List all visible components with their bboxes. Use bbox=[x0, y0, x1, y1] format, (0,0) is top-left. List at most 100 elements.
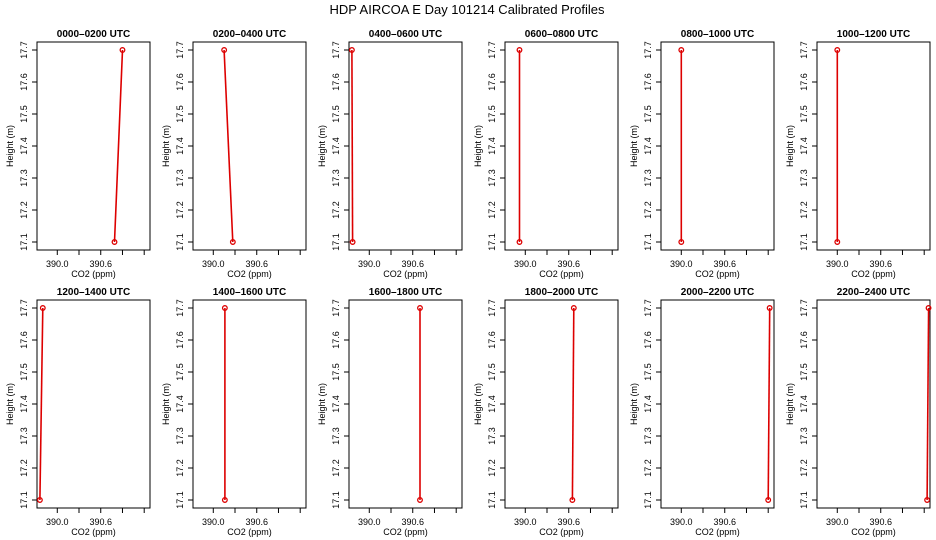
y-tick-label: 17.2 bbox=[799, 201, 809, 219]
y-tick-label: 17.6 bbox=[643, 73, 653, 91]
profile-line bbox=[223, 49, 234, 243]
panel-title: 2000–2200 UTC bbox=[681, 287, 754, 298]
y-tick-label: 17.4 bbox=[331, 395, 341, 413]
data-point bbox=[924, 497, 931, 503]
x-axis-label: CO2 (ppm) bbox=[695, 269, 740, 279]
y-axis-label: Height (m) bbox=[317, 383, 327, 425]
y-tick-label: 17.1 bbox=[331, 233, 341, 251]
y-tick-label: 17.7 bbox=[19, 299, 29, 317]
y-tick-label: 17.5 bbox=[175, 363, 185, 381]
x-axis-label: CO2 (ppm) bbox=[695, 527, 740, 537]
x-axis-label: CO2 (ppm) bbox=[851, 527, 896, 537]
data-point bbox=[834, 239, 841, 245]
y-tick-label: 17.7 bbox=[331, 299, 341, 317]
y-tick-label: 17.6 bbox=[331, 73, 341, 91]
y-tick-label: 17.5 bbox=[487, 105, 497, 123]
data-point bbox=[417, 305, 423, 311]
x-axis-label: CO2 (ppm) bbox=[227, 269, 272, 279]
profile-line bbox=[39, 307, 44, 501]
plot-frame bbox=[504, 299, 619, 509]
y-tick-label: 17.1 bbox=[19, 491, 29, 509]
y-tick-label: 17.7 bbox=[799, 41, 809, 59]
y-tick-label: 17.4 bbox=[19, 395, 29, 413]
y-tick-label: 17.4 bbox=[799, 395, 809, 413]
profile-line bbox=[351, 49, 354, 243]
x-axis-label: CO2 (ppm) bbox=[383, 269, 428, 279]
panel-title: 0400–0600 UTC bbox=[369, 29, 442, 40]
profile-line bbox=[113, 49, 124, 243]
x-tick-label: 390.0 bbox=[826, 517, 849, 527]
y-tick-label: 17.3 bbox=[487, 169, 497, 187]
y-axis-label: Height (m) bbox=[629, 125, 639, 167]
y-tick-label: 17.5 bbox=[799, 105, 809, 123]
y-tick-label: 17.1 bbox=[643, 491, 653, 509]
y-axis-label: Height (m) bbox=[161, 125, 171, 167]
x-tick-label: 390.6 bbox=[401, 517, 424, 527]
y-tick-label: 17.5 bbox=[643, 105, 653, 123]
x-axis-label: CO2 (ppm) bbox=[539, 269, 584, 279]
y-tick-label: 17.1 bbox=[175, 233, 185, 251]
x-tick-label: 390.0 bbox=[514, 517, 537, 527]
x-tick-label: 390.6 bbox=[557, 259, 580, 269]
panel-title: 0800–1000 UTC bbox=[681, 29, 754, 40]
y-tick-label: 17.1 bbox=[175, 491, 185, 509]
profile-line bbox=[926, 307, 930, 501]
y-axis-label: Height (m) bbox=[785, 383, 795, 425]
y-tick-label: 17.7 bbox=[175, 41, 185, 59]
y-tick-label: 17.1 bbox=[643, 233, 653, 251]
y-axis-label: Height (m) bbox=[5, 383, 15, 425]
x-tick-label: 390.0 bbox=[46, 517, 69, 527]
plot-frame bbox=[816, 299, 931, 509]
y-tick-label: 17.7 bbox=[487, 41, 497, 59]
y-axis-label: Height (m) bbox=[473, 125, 483, 167]
y-tick-label: 17.6 bbox=[643, 331, 653, 349]
y-tick-label: 17.1 bbox=[19, 233, 29, 251]
data-point bbox=[221, 47, 228, 53]
y-tick-label: 17.5 bbox=[487, 363, 497, 381]
y-tick-label: 17.6 bbox=[175, 331, 185, 349]
x-axis-label: CO2 (ppm) bbox=[383, 527, 428, 537]
y-tick-label: 17.6 bbox=[331, 331, 341, 349]
panel-title: 1000–1200 UTC bbox=[837, 29, 910, 40]
y-tick-label: 17.6 bbox=[19, 331, 29, 349]
plot-frame bbox=[192, 299, 307, 509]
x-tick-label: 390.6 bbox=[89, 517, 112, 527]
x-axis-label: CO2 (ppm) bbox=[71, 269, 116, 279]
x-axis-label: CO2 (ppm) bbox=[539, 527, 584, 537]
y-tick-label: 17.4 bbox=[643, 137, 653, 155]
panel-title: 1400–1600 UTC bbox=[213, 287, 286, 298]
y-tick-label: 17.4 bbox=[487, 395, 497, 413]
data-point bbox=[39, 305, 46, 311]
x-tick-label: 390.6 bbox=[869, 517, 892, 527]
y-tick-label: 17.6 bbox=[487, 73, 497, 91]
plot-frame bbox=[660, 299, 775, 509]
profile-line bbox=[767, 307, 771, 501]
y-tick-label: 17.2 bbox=[643, 201, 653, 219]
profile-line bbox=[571, 307, 575, 501]
y-tick-label: 17.7 bbox=[19, 41, 29, 59]
y-axis-label: Height (m) bbox=[473, 383, 483, 425]
y-tick-label: 17.4 bbox=[175, 137, 185, 155]
y-tick-label: 17.3 bbox=[643, 427, 653, 445]
x-tick-label: 390.0 bbox=[358, 259, 381, 269]
y-tick-label: 17.4 bbox=[799, 137, 809, 155]
y-tick-label: 17.3 bbox=[331, 427, 341, 445]
y-tick-label: 17.7 bbox=[643, 299, 653, 317]
plot-frame bbox=[348, 299, 463, 509]
data-point bbox=[834, 47, 841, 53]
y-tick-label: 17.2 bbox=[175, 459, 185, 477]
y-tick-label: 17.5 bbox=[799, 363, 809, 381]
data-point bbox=[516, 239, 523, 245]
data-point bbox=[229, 239, 236, 245]
y-tick-label: 17.7 bbox=[643, 41, 653, 59]
y-tick-label: 17.7 bbox=[799, 299, 809, 317]
y-tick-label: 17.3 bbox=[799, 169, 809, 187]
